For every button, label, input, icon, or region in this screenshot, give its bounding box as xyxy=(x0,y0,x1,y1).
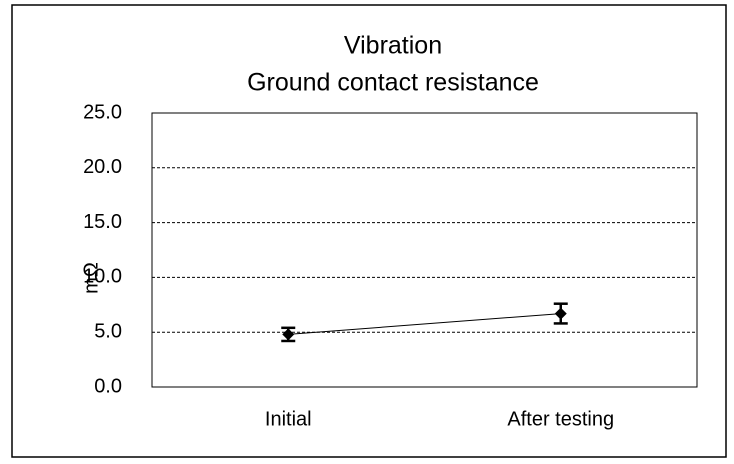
x-tick-label: After testing xyxy=(507,408,614,430)
marker xyxy=(282,328,295,341)
y-tick-label: 5.0 xyxy=(94,320,122,342)
plot-area xyxy=(151,112,698,388)
y-tick-label: 15.0 xyxy=(83,211,122,233)
chart-title: Vibration xyxy=(344,32,442,60)
marker xyxy=(554,307,567,320)
chart-frame xyxy=(11,4,727,458)
chart-subtitle: Ground contact resistance xyxy=(247,69,539,97)
y-tick-label: 0.0 xyxy=(94,375,122,397)
y-tick-label: 25.0 xyxy=(83,101,122,123)
series-line xyxy=(288,313,561,335)
x-tick-label: Initial xyxy=(265,408,312,430)
y-tick-label: 20.0 xyxy=(83,156,122,178)
y-tick-label: 10.0 xyxy=(83,266,122,288)
y-axis-label: mΩ xyxy=(80,262,102,294)
